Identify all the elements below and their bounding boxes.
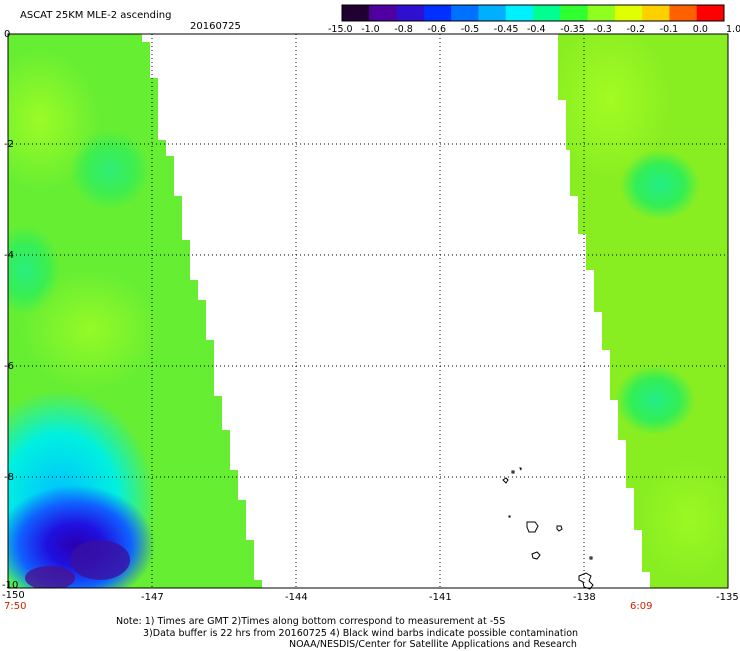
colorbar: [342, 5, 725, 21]
chart-title: ASCAT 25KM MLE-2 ascending: [20, 10, 172, 21]
colorbar-segment: [587, 5, 616, 21]
note-line-2: 3)Data buffer is 22 hrs from 20160725 4)…: [143, 628, 579, 639]
time-label-right: 6:09: [630, 601, 653, 612]
colorbar-label: -0.45: [493, 24, 519, 35]
x-tick-label: -135: [716, 592, 739, 603]
colorbar-segment: [342, 5, 370, 21]
x-tick-label: -141: [429, 592, 452, 603]
colorbar-segment: [369, 5, 398, 21]
right-swath: [558, 34, 728, 588]
y-tick-label: -10: [2, 580, 19, 591]
colorbar-segment: [560, 5, 589, 21]
colorbar-label: -0.5: [460, 24, 480, 35]
x-tick-label: -138: [573, 592, 596, 603]
x-tick-label: -144: [285, 592, 308, 603]
y-tick-label: -8: [4, 472, 14, 483]
colorbar-label: -15.0: [328, 24, 353, 35]
note-line-1: Note: 1) Times are GMT 2)Times along bot…: [116, 616, 506, 627]
colorbar-label: -0.35: [560, 24, 585, 35]
colorbar-label: -0.4: [527, 24, 546, 35]
colorbar-label: -1.0: [361, 24, 380, 35]
colorbar-label: 1.0: [726, 24, 740, 35]
graticule: [8, 34, 728, 588]
y-tick-label: -6: [4, 361, 14, 372]
y-tick-label: -2: [4, 139, 14, 150]
colorbar-label: -0.3: [593, 24, 612, 35]
y-tick-label: 0: [4, 29, 11, 40]
colorbar-segment: [478, 5, 507, 21]
time-label-left: 7:50: [4, 601, 27, 612]
colorbar-segment: [642, 5, 670, 21]
y-tick-label: -4: [4, 250, 14, 261]
x-tick-label: -150: [2, 590, 25, 601]
colorbar-label: 0.0: [692, 24, 708, 35]
colorbar-label: -0.2: [626, 24, 646, 35]
colorbar-segment: [533, 5, 561, 21]
islands: [502, 467, 594, 590]
colorbar-segment: [614, 5, 643, 21]
x-tick-label: -147: [141, 592, 164, 603]
colorbar-segment: [669, 5, 698, 21]
colorbar-segment: [423, 5, 452, 21]
colorbar-frame: [341, 4, 725, 22]
colorbar-segment: [451, 5, 479, 21]
colorbar-segment: [696, 5, 725, 21]
note-line-3: NOAA/NESDIS/Center for Satellite Applica…: [289, 639, 577, 650]
date-label: 20160725: [190, 21, 241, 32]
left-swath: [8, 34, 262, 588]
colorbar-label: -0.6: [427, 24, 447, 35]
colorbar-segment: [505, 5, 534, 21]
plot-frame: [7, 33, 729, 589]
colorbar-label: -0.1: [659, 24, 679, 35]
colorbar-label: -0.8: [394, 24, 413, 35]
colorbar-segment: [396, 5, 425, 21]
